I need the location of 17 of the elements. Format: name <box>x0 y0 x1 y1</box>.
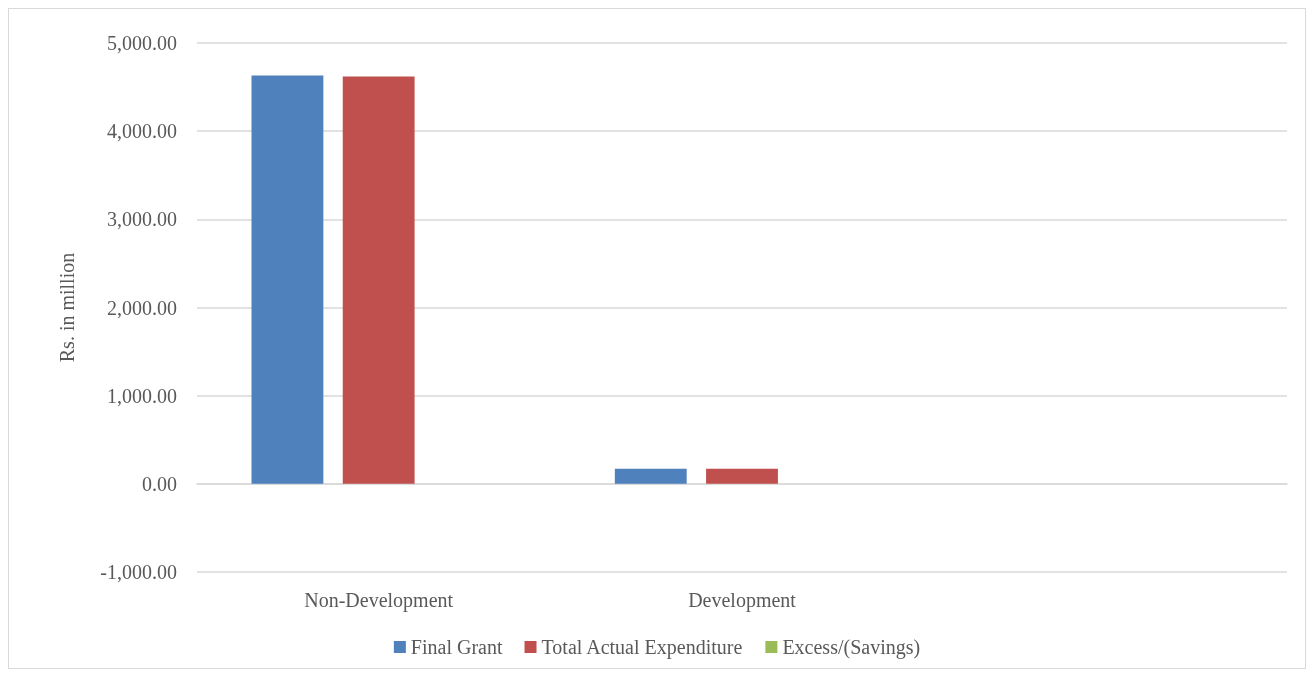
bar <box>614 468 687 484</box>
bar <box>706 468 778 484</box>
y-tick-label: 0.00 <box>142 472 177 495</box>
x-tick-label: Development <box>688 589 797 612</box>
y-tick-label: -1,000.00 <box>100 561 177 583</box>
y-tick-label: 1,000.00 <box>107 384 177 407</box>
y-tick-label: 5,000.00 <box>107 32 177 54</box>
legend-label: Final Grant <box>410 636 503 658</box>
x-tick-label: Non-Development <box>304 589 454 612</box>
legend-label: Excess/(Savings) <box>782 636 921 659</box>
y-tick-label: 2,000.00 <box>107 296 177 319</box>
y-axis-title: Rs. in million <box>56 252 78 363</box>
bar <box>342 76 415 484</box>
legend-label: Total Actual Expenditure <box>541 636 743 659</box>
bar <box>251 75 324 484</box>
y-tick-label: 4,000.00 <box>107 120 177 143</box>
y-tick-label: 3,000.00 <box>107 208 177 231</box>
